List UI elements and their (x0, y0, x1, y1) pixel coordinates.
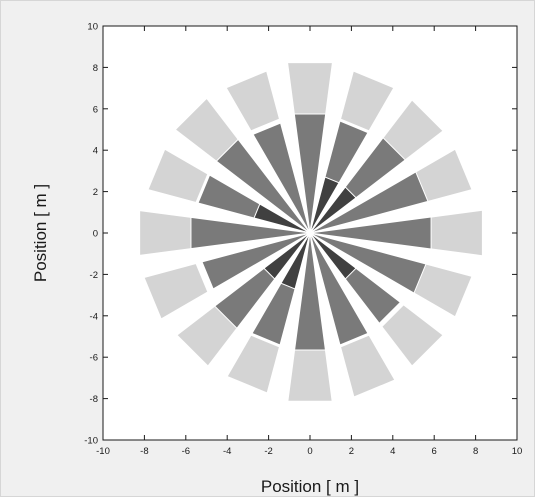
y-tick-label: -4 (90, 311, 98, 322)
x-tick-label: -8 (140, 446, 148, 457)
sector-layer2-16 (252, 122, 311, 234)
tick-group: -10 -8 -6 -4 -2 0 2 4 6 8 10 -10 -8 -6 -4 -2 0 2 4 6 8 10 (84, 22, 522, 458)
y-tick-label: 0 (93, 229, 98, 240)
sector-layer1-2 (339, 70, 395, 132)
sector-layer1-14 (147, 148, 209, 204)
sector-layer1-7 (381, 304, 444, 367)
sector-layer2-9 (294, 232, 326, 351)
x-tick-label: -6 (182, 446, 190, 457)
y-tick-label: 4 (93, 146, 98, 157)
y-tick-label: 2 (93, 187, 98, 198)
sector-layer1-12 (143, 262, 209, 320)
sector-layer1-9 (287, 349, 333, 402)
sector-layer2-5 (309, 216, 432, 250)
sector-layer3-10 (280, 232, 311, 290)
y-tick-label: -2 (90, 270, 98, 281)
x-tick-label: 4 (390, 446, 395, 457)
x-tick-label: -2 (264, 446, 272, 457)
x-tick-label: 0 (307, 446, 312, 457)
sector-layer3-14 (253, 203, 311, 234)
sector-layer2-4 (309, 171, 429, 234)
x-tick-label: -10 (96, 446, 110, 457)
y-tick-label: 10 (87, 22, 98, 33)
sector-layer3-2 (309, 176, 340, 234)
sector-layer1-10 (226, 334, 281, 394)
x-tick-label: -4 (223, 446, 231, 457)
sector-layer3-11 (263, 232, 311, 280)
y-tick-label: -10 (84, 436, 98, 447)
x-tick-label: 10 (512, 446, 523, 457)
x-tick-label: 6 (432, 446, 437, 457)
sector-layer1-8 (339, 334, 396, 398)
sector-layer2-6 (309, 232, 427, 294)
sector-layer2-8 (309, 232, 369, 346)
y-tick-label: -6 (90, 353, 98, 364)
sector-layer1-1 (287, 62, 333, 117)
y-axis-title: Position [ m ] (31, 184, 50, 282)
sector-layer3-7 (309, 232, 357, 280)
sector-layer2-12 (201, 232, 311, 290)
sector-layer1-5 (426, 209, 483, 257)
x-tick-label: 8 (473, 446, 478, 457)
sector-layer1-13 (139, 210, 194, 256)
sector-layer1-16 (225, 70, 281, 132)
sector-layer3-3 (309, 186, 357, 234)
sector-layer2-15 (215, 138, 311, 234)
sector-layer2-1 (293, 113, 327, 234)
y-tick-label: -8 (90, 394, 98, 405)
y-tick-label: 6 (93, 104, 98, 115)
x-axis-title: Position [ m ] (261, 477, 359, 496)
y-tick-label: 8 (93, 63, 98, 74)
sector-layer2-13 (190, 216, 311, 250)
x-tick-label: 2 (349, 446, 354, 457)
sector-group (139, 62, 483, 402)
